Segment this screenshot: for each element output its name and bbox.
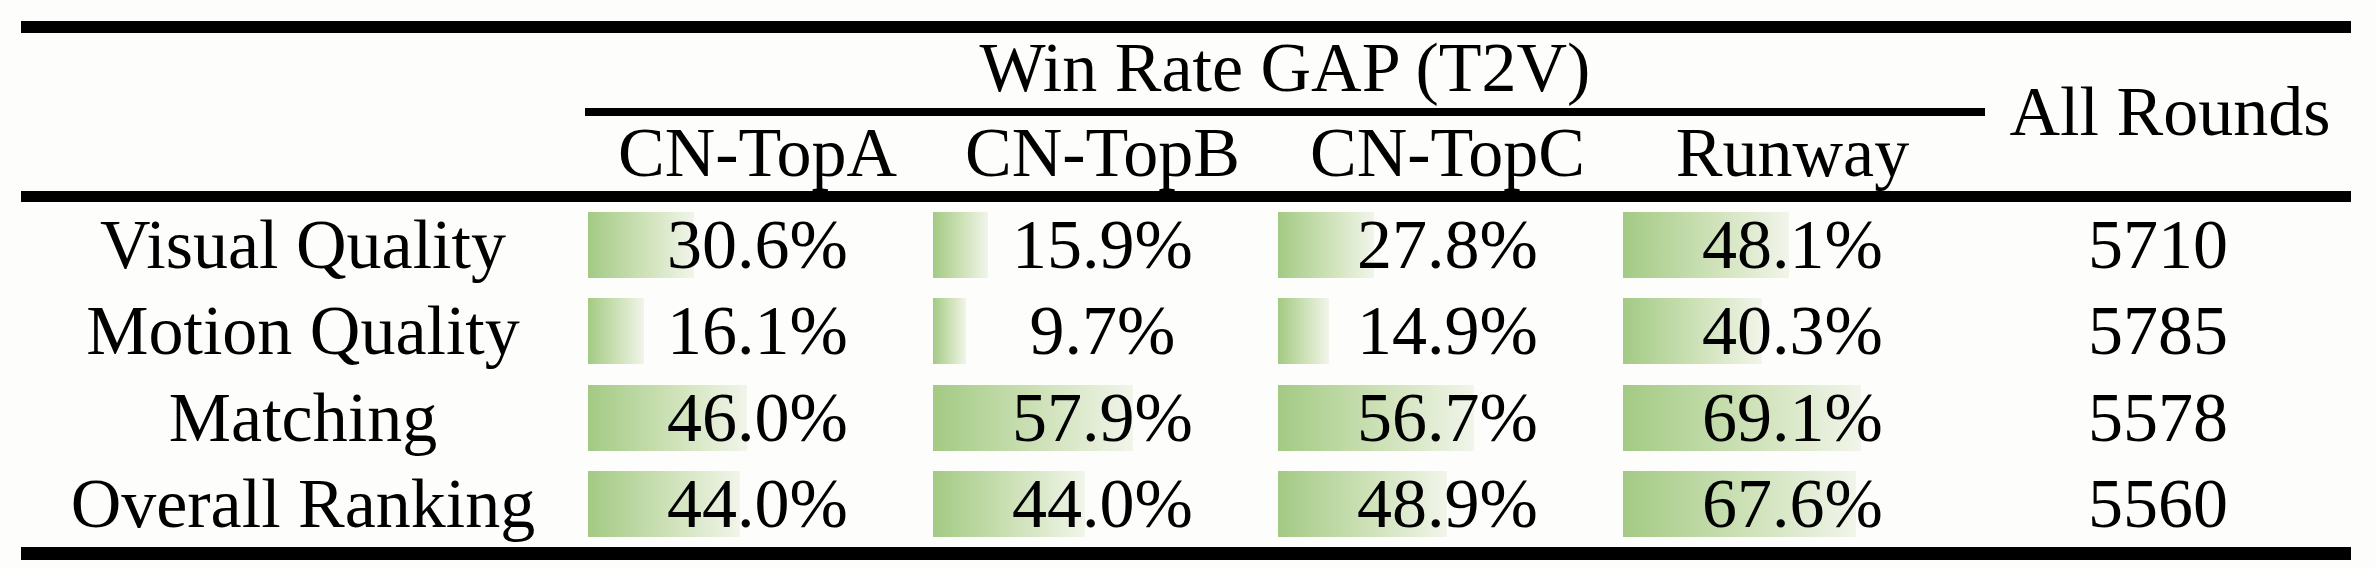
column-header-cn-topa: CN-TopA (585, 116, 930, 190)
win-rate-value: 15.9% (1012, 210, 1193, 280)
win-rate-cell: 48.1% (1620, 202, 1965, 288)
win-rate-cell: 16.1% (585, 288, 930, 374)
win-rate-value: 44.0% (1012, 469, 1193, 539)
win-rate-value: 9.7% (1030, 296, 1176, 366)
table-row-visual-quality: Visual Quality 30.6% 15.9% 27.8% 48.1% 5… (21, 202, 2351, 288)
table-row-motion-quality: Motion Quality 16.1% 9.7% 14.9% 40.3% 57… (21, 288, 2351, 374)
win-rate-value: 56.7% (1357, 383, 1538, 453)
win-rate-cell: 9.7% (930, 288, 1275, 374)
all-rounds-value: 5785 (1965, 288, 2351, 374)
win-rate-value: 48.9% (1357, 469, 1538, 539)
win-rate-value: 46.0% (667, 383, 848, 453)
win-rate-cell: 67.6% (1620, 461, 1965, 547)
win-rate-cell: 44.0% (585, 461, 930, 547)
win-rate-cell: 40.3% (1620, 288, 1965, 374)
column-headers: CN-TopA CN-TopB CN-TopC Runway (585, 116, 1965, 190)
win-rate-cell: 30.6% (585, 202, 930, 288)
win-rate-value: 57.9% (1012, 383, 1193, 453)
all-rounds-value: 5710 (1965, 202, 2351, 288)
win-rate-value: 14.9% (1357, 296, 1538, 366)
column-header-cn-topc: CN-TopC (1275, 116, 1620, 190)
win-rate-cell: 57.9% (930, 375, 1275, 461)
row-label: Motion Quality (21, 288, 585, 374)
win-rate-bar (1278, 298, 1329, 364)
all-rounds-value: 5560 (1965, 461, 2351, 547)
win-rate-cell: 46.0% (585, 375, 930, 461)
win-rate-cell: 48.9% (1275, 461, 1620, 547)
win-rate-value: 44.0% (667, 469, 848, 539)
win-rate-value: 27.8% (1357, 210, 1538, 280)
table-row-matching: Matching 46.0% 57.9% 56.7% 69.1% 5578 (21, 375, 2351, 461)
win-rate-cell: 14.9% (1275, 288, 1620, 374)
column-header-runway: Runway (1620, 116, 1965, 190)
row-label: Matching (21, 375, 585, 461)
win-rate-cell: 69.1% (1620, 375, 1965, 461)
win-rate-value: 69.1% (1702, 383, 1883, 453)
win-rate-cell: 56.7% (1275, 375, 1620, 461)
bottom-rule (21, 547, 2351, 560)
row-label: Visual Quality (21, 202, 585, 288)
row-label: Overall Ranking (21, 461, 585, 547)
header-divider-rule (21, 191, 2351, 202)
win-rate-cell: 15.9% (930, 202, 1275, 288)
win-rate-bar (933, 298, 966, 364)
win-rate-value: 67.6% (1702, 469, 1883, 539)
win-rate-value: 48.1% (1702, 210, 1883, 280)
win-rate-value: 16.1% (667, 296, 848, 366)
all-rounds-value: 5578 (1965, 375, 2351, 461)
win-rate-value: 30.6% (667, 210, 848, 280)
column-header-cn-topb: CN-TopB (930, 116, 1275, 190)
win-rate-bar (588, 298, 644, 364)
win-rate-cell: 44.0% (930, 461, 1275, 547)
win-rate-value: 40.3% (1702, 296, 1883, 366)
win-rate-bar (933, 212, 988, 278)
win-rate-cell: 27.8% (1275, 202, 1620, 288)
paper-table-win-rate-gap: Win Rate GAP (T2V) CN-TopA CN-TopB CN-To… (0, 0, 2376, 568)
table-body: Visual Quality 30.6% 15.9% 27.8% 48.1% 5… (21, 202, 2351, 547)
group-header-title: Win Rate GAP (T2V) (585, 30, 1985, 106)
table-row-overall-ranking: Overall Ranking 44.0% 44.0% 48.9% 67.6% … (21, 461, 2351, 547)
column-header-all-rounds: All Rounds (1985, 33, 2355, 191)
